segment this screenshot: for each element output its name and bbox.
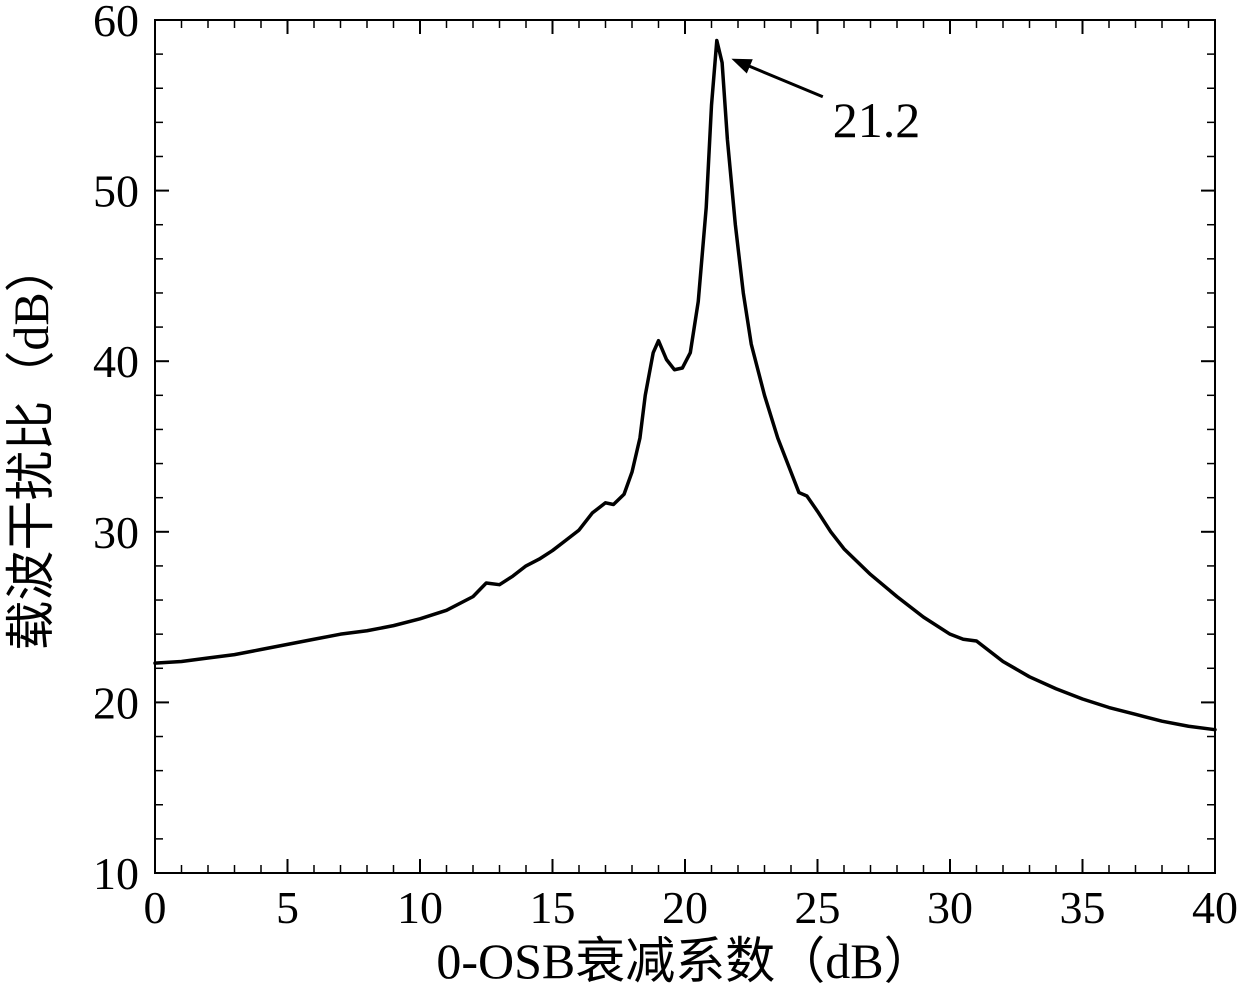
x-tick-label: 10	[397, 882, 443, 933]
plot-box	[155, 20, 1215, 873]
x-axis-label: 0-OSB衰减系数（dB）	[436, 933, 933, 989]
x-tick-label: 30	[927, 882, 973, 933]
data-series-line	[155, 40, 1215, 729]
y-tick-label: 50	[93, 166, 139, 217]
y-tick-label: 40	[93, 336, 139, 387]
x-tick-label: 15	[530, 882, 576, 933]
x-tick-label: 35	[1060, 882, 1106, 933]
y-axis-label: 载波干扰比（dB）	[3, 242, 59, 650]
x-tick-label: 25	[795, 882, 841, 933]
y-tick-label: 30	[93, 507, 139, 558]
x-tick-label: 0	[144, 882, 167, 933]
x-tick-label: 5	[276, 882, 299, 933]
annotation-arrow-head	[733, 59, 752, 72]
annotation-text: 21.2	[833, 92, 921, 148]
y-tick-label: 10	[93, 848, 139, 899]
y-tick-label: 60	[93, 0, 139, 46]
x-tick-label: 20	[662, 882, 708, 933]
chart-container: 0 5 10 15 20 25 30 35 40 10 20 30 40 50 60 21.2 0-OSB衰减系…	[0, 0, 1239, 990]
chart-svg: 0 5 10 15 20 25 30 35 40 10 20 30 40 50 60 21.2 0-OSB衰减系…	[0, 0, 1239, 990]
annotation-arrow-line	[746, 65, 823, 97]
y-tick-label: 20	[93, 677, 139, 728]
x-tick-label: 40	[1192, 882, 1238, 933]
